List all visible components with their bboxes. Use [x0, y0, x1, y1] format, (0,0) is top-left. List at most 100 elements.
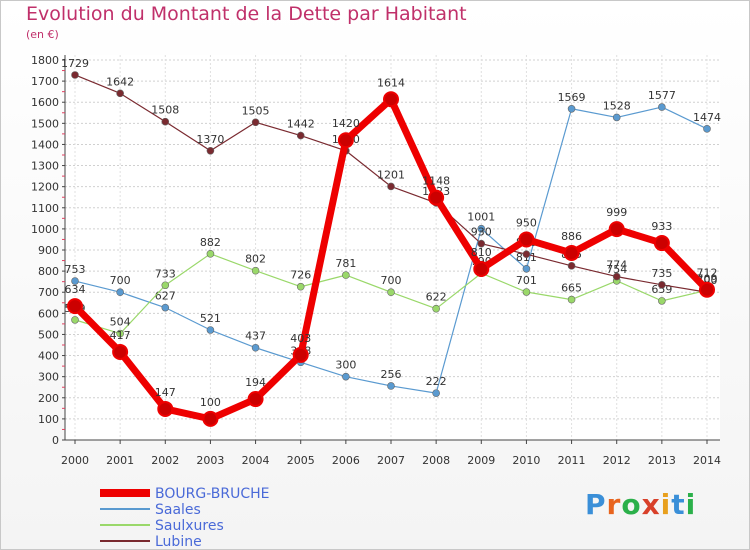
data-label: 1508 — [151, 104, 179, 117]
data-point — [699, 281, 715, 298]
data-label: 627 — [155, 290, 176, 303]
logo-letter: t — [671, 488, 686, 521]
data-point — [387, 182, 395, 191]
data-point — [116, 89, 124, 98]
x-tick-label: 2012 — [603, 454, 631, 467]
data-point — [428, 189, 445, 206]
y-tick-label: 1200 — [31, 181, 59, 194]
data-point — [567, 295, 576, 304]
logo-letter: r — [606, 488, 622, 521]
data-point — [71, 277, 79, 285]
data-label: 1729 — [61, 57, 89, 70]
data-point — [206, 250, 215, 258]
legend-label: Lubine — [155, 534, 202, 550]
data-label: 622 — [426, 291, 447, 304]
data-label: 1642 — [106, 75, 134, 88]
legend-label: Saulxures — [155, 518, 224, 534]
data-point — [161, 117, 170, 126]
data-label: 194 — [245, 376, 266, 389]
data-label: 882 — [200, 236, 221, 249]
data-label: 886 — [561, 230, 582, 243]
data-point — [522, 288, 531, 296]
data-label: 1474 — [693, 111, 721, 124]
x-tick-label: 2006 — [332, 454, 360, 467]
legend-label: Saales — [155, 502, 201, 518]
data-label: 1420 — [332, 117, 360, 130]
logo-letter: i — [660, 488, 672, 521]
data-label: 300 — [335, 359, 356, 372]
plot-area — [65, 55, 720, 440]
data-label: 754 — [606, 263, 627, 276]
data-label: 950 — [516, 216, 537, 229]
data-point — [112, 343, 129, 360]
data-label: 1442 — [287, 118, 315, 131]
x-tick-label: 2005 — [287, 454, 315, 467]
data-label: 733 — [155, 267, 176, 280]
data-point — [387, 382, 395, 390]
y-tick-label: 1600 — [31, 96, 59, 109]
data-label: 700 — [381, 274, 402, 287]
data-point — [432, 389, 440, 397]
data-label: 781 — [335, 257, 356, 270]
data-point — [432, 304, 440, 313]
data-label: 1370 — [196, 133, 224, 146]
x-tick-label: 2013 — [648, 454, 676, 467]
data-point — [473, 261, 490, 277]
y-tick-label: 1300 — [31, 160, 59, 173]
data-point — [247, 391, 264, 408]
x-tick-label: 2003 — [196, 454, 224, 467]
data-point — [206, 326, 215, 334]
data-label: 1614 — [377, 76, 405, 89]
y-tick-label: 500 — [38, 328, 59, 341]
data-point — [292, 346, 309, 363]
data-point — [71, 71, 79, 79]
data-label: 1528 — [603, 99, 631, 112]
data-label: 735 — [651, 267, 672, 280]
data-point — [612, 272, 621, 281]
data-point — [658, 297, 666, 305]
data-point — [251, 343, 260, 352]
data-point — [342, 271, 350, 279]
y-tick-label: 700 — [38, 286, 59, 299]
y-tick-label: 300 — [38, 371, 59, 384]
data-point — [383, 91, 399, 108]
data-label: 933 — [651, 220, 672, 233]
data-point — [206, 146, 215, 155]
y-tick-label: 0 — [52, 434, 59, 447]
data-point — [71, 316, 79, 324]
data-label: 256 — [381, 368, 402, 381]
data-label: 802 — [245, 253, 266, 266]
y-tick-label: 1800 — [31, 54, 59, 67]
data-point — [608, 221, 625, 238]
data-point — [658, 103, 666, 111]
data-label: 701 — [516, 274, 537, 287]
chart-title: Evolution du Montant de la Dette par Hab… — [26, 3, 467, 25]
data-point — [161, 303, 170, 312]
data-point — [477, 239, 486, 248]
data-label: 774 — [606, 259, 627, 272]
data-label: 437 — [245, 330, 266, 343]
data-label: 726 — [290, 269, 311, 282]
data-point — [658, 281, 666, 289]
data-point — [518, 231, 535, 248]
data-point — [522, 250, 531, 259]
data-point — [567, 262, 576, 270]
data-point — [202, 410, 219, 427]
chart-unit: (en €) — [26, 28, 59, 41]
data-label: 999 — [606, 206, 627, 219]
y-tick-label: 100 — [38, 413, 59, 426]
data-label: 222 — [426, 375, 447, 388]
data-label: 700 — [110, 274, 131, 287]
data-point — [251, 118, 260, 127]
data-point — [157, 400, 174, 417]
data-label: 147 — [155, 386, 176, 399]
data-point — [337, 132, 354, 149]
y-tick-label: 800 — [38, 265, 59, 278]
data-point — [116, 329, 124, 338]
data-label: 403 — [290, 332, 311, 345]
data-label: 1505 — [242, 104, 270, 117]
data-point — [563, 244, 580, 261]
x-tick-label: 2008 — [422, 454, 450, 467]
y-tick-label: 900 — [38, 244, 59, 257]
